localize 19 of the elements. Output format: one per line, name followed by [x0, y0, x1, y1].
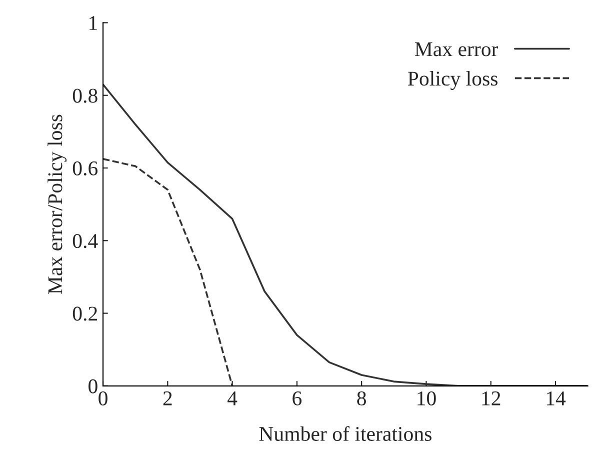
line-series: [103, 158, 234, 386]
x-tick-label: 0: [98, 391, 108, 406]
y-tick-label: 0.6: [72, 161, 98, 176]
y-tick-label: 0.4: [72, 234, 98, 248]
y-tick-label: 0: [88, 379, 98, 394]
x-tick-label: 2: [163, 391, 172, 406]
legend-label: Policy loss: [408, 71, 498, 90]
x-tick-label: 14: [546, 391, 566, 406]
x-tick-label: 12: [482, 391, 500, 406]
y-tick-label: 1: [90, 16, 97, 30]
y-axis-title: Max error/Policy loss: [48, 114, 67, 294]
x-tick-label: 8: [357, 391, 366, 406]
y-tick-label: 0.2: [72, 306, 98, 321]
x-axis-title: Number of iterations: [259, 426, 432, 441]
legend-label: Max error: [414, 42, 498, 56]
x-tick-label: 4: [228, 392, 238, 406]
x-tick-label: 10: [418, 391, 436, 406]
x-tick-label: 6: [292, 391, 302, 406]
y-tick-label: 0.8: [72, 88, 98, 103]
